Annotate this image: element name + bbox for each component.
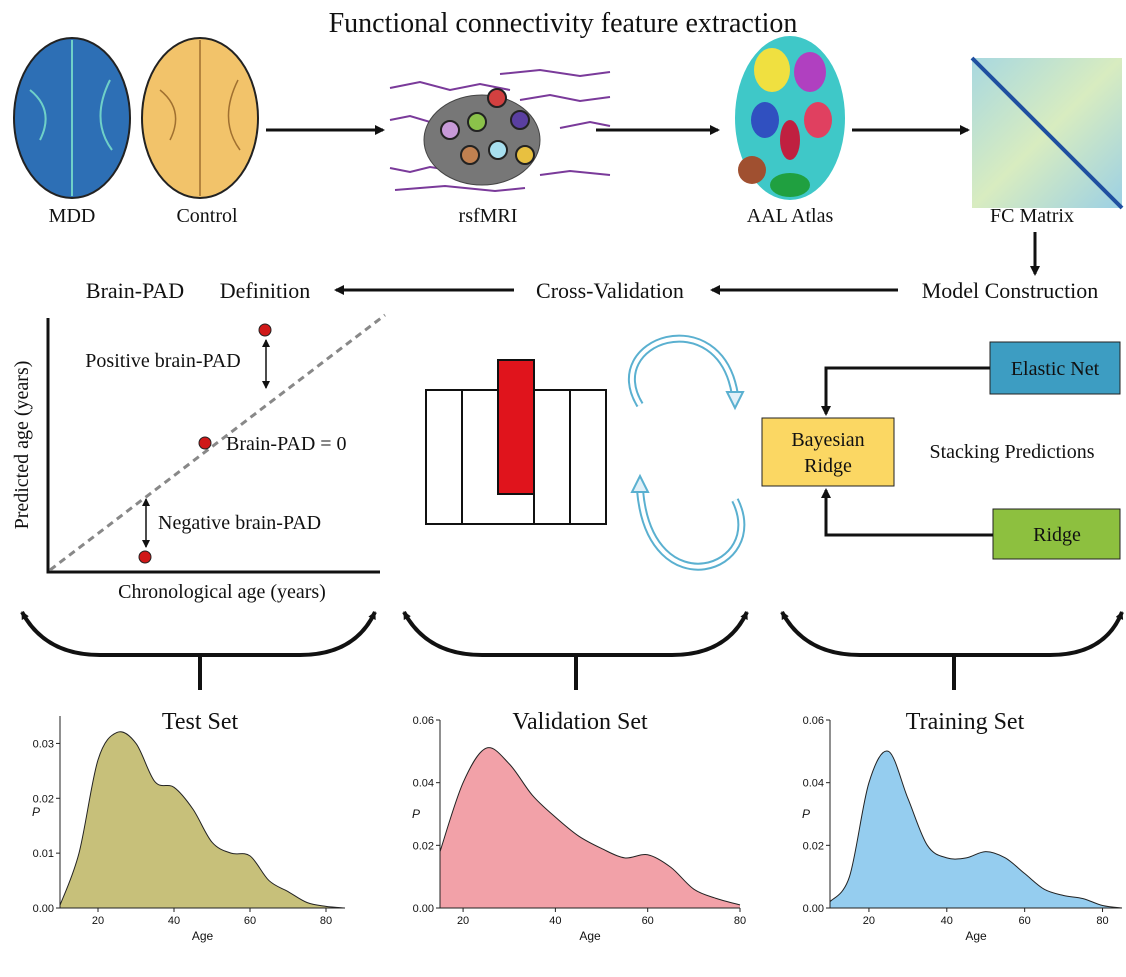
image-label: rsfMRI [459, 205, 518, 227]
fc-matrix [972, 58, 1122, 208]
y-axis-label: P [32, 805, 40, 819]
x-axis-label: Age [965, 929, 987, 943]
annotation: Positive brain-PAD [85, 350, 240, 372]
image-label: Control [176, 205, 238, 227]
image-label: MDD [49, 205, 96, 227]
page: {"title": "Functional connectivity featu… [0, 0, 1126, 977]
model-label: Ridge [1033, 524, 1081, 546]
y-tick-label: 0.03 [33, 738, 54, 750]
area-fill [60, 732, 345, 908]
x-tick-label: 80 [734, 915, 746, 927]
rsfmri-brain [390, 70, 610, 191]
y-tick-label: 0.02 [413, 840, 434, 852]
model-label: Bayesian [791, 429, 864, 451]
annotation: Brain-PAD = 0 [226, 433, 347, 455]
axis-label: Chronological age (years) [118, 581, 326, 603]
y-axis-label: P [802, 807, 810, 821]
x-tick-label: 80 [1096, 915, 1108, 927]
x-tick-label: 60 [642, 915, 654, 927]
title: Functional connectivity feature extracti… [329, 8, 798, 39]
step-label: Brain-PAD [86, 278, 184, 303]
area-fill [440, 748, 740, 908]
aal-atlas [735, 36, 845, 200]
x-tick-label: 20 [457, 915, 469, 927]
x-tick-label: 40 [941, 915, 953, 927]
annotation: Negative brain-PAD [158, 512, 321, 534]
x-tick-label: 80 [320, 915, 332, 927]
step-label: Definition [220, 278, 310, 303]
braces [22, 612, 1122, 690]
cv-folds [426, 339, 743, 567]
y-tick-label: 0.02 [33, 793, 54, 805]
y-tick-label: 0.00 [803, 903, 824, 915]
x-tick-label: 40 [168, 915, 180, 927]
x-tick-label: 40 [549, 915, 561, 927]
axis-label: Predicted age (years) [11, 361, 33, 530]
chart-title: Validation Set [512, 709, 648, 735]
x-tick-label: 60 [244, 915, 256, 927]
x-axis-label: Age [579, 929, 601, 943]
step-label: Model Construction [922, 278, 1099, 303]
step-label: Cross-Validation [536, 278, 684, 303]
model-label: Ridge [804, 455, 852, 477]
y-tick-label: 0.00 [33, 903, 54, 915]
image-label: AAL Atlas [747, 205, 834, 227]
y-tick-label: 0.02 [803, 840, 824, 852]
x-tick-label: 20 [863, 915, 875, 927]
y-tick-label: 0.01 [33, 848, 54, 860]
mdd-brain [14, 38, 130, 198]
chart-title: Training Set [906, 709, 1025, 735]
image-label: FC Matrix [990, 205, 1074, 227]
x-tick-label: 20 [92, 915, 104, 927]
x-tick-label: 60 [1019, 915, 1031, 927]
annotation: Stacking Predictions [930, 441, 1095, 463]
y-tick-label: 0.04 [803, 778, 824, 790]
y-tick-label: 0.06 [413, 715, 434, 727]
control-brain [142, 38, 258, 198]
y-tick-label: 0.06 [803, 715, 824, 727]
y-tick-label: 0.04 [413, 778, 434, 790]
x-axis-label: Age [192, 929, 214, 943]
y-axis-label: P [412, 807, 420, 821]
y-tick-label: 0.00 [413, 903, 434, 915]
model-label: Elastic Net [1011, 358, 1100, 380]
chart-title: Test Set [162, 709, 239, 735]
area-fill [830, 751, 1122, 908]
diagram: Functional connectivity feature extracti… [0, 0, 1126, 977]
